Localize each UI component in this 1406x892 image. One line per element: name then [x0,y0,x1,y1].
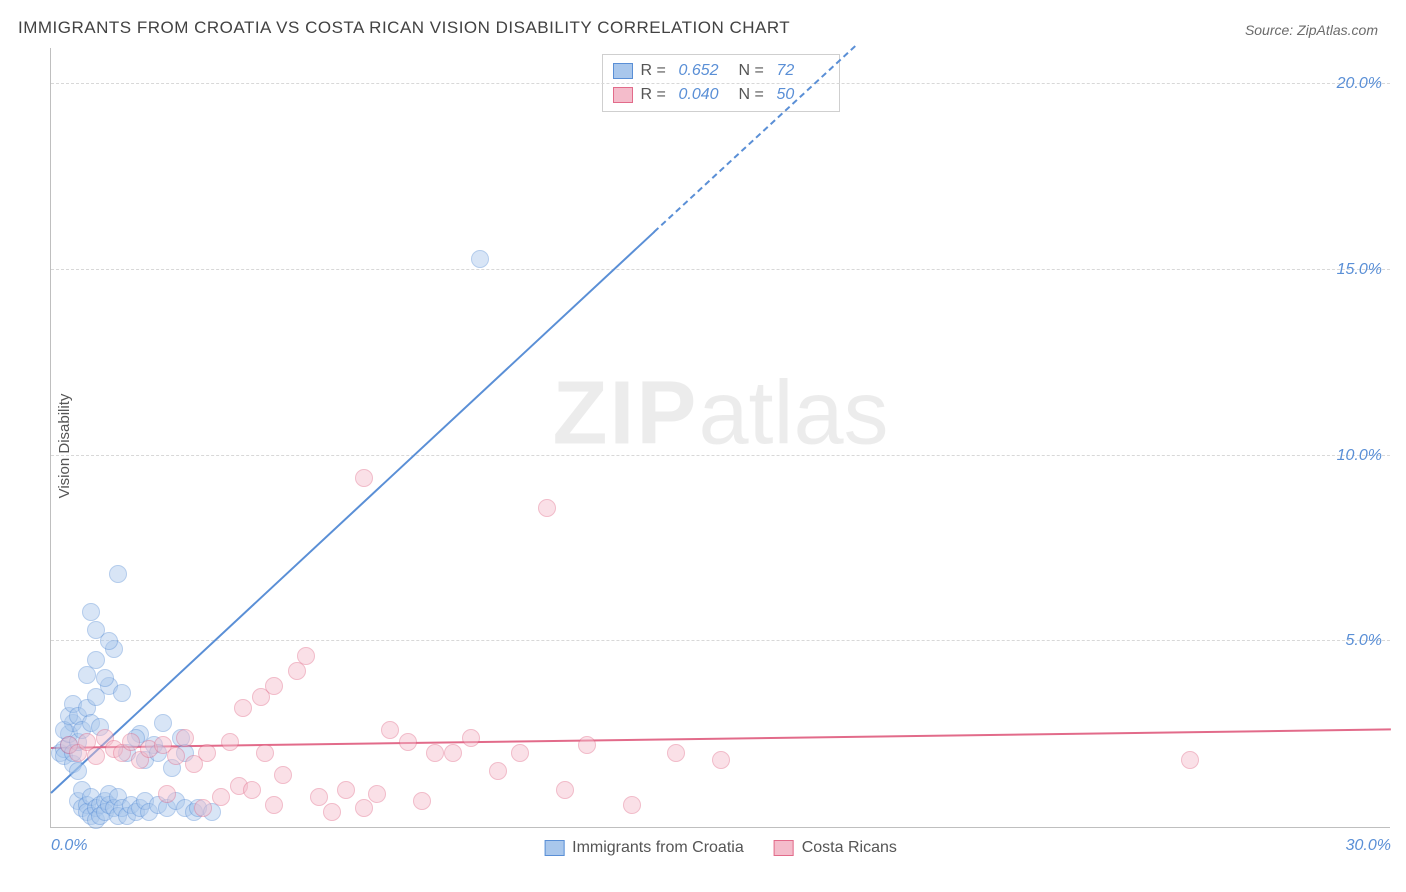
data-point [337,781,355,799]
data-point [399,733,417,751]
r-label: R = [641,59,671,83]
data-point [256,744,274,762]
regression-line [51,728,1391,749]
data-point [113,684,131,702]
data-point [87,651,105,669]
data-point [310,788,328,806]
data-point [265,796,283,814]
data-point [252,688,270,706]
data-point [1181,751,1199,769]
data-point [158,785,176,803]
data-point [69,762,87,780]
data-point [274,766,292,784]
y-tick-label: 5.0% [1338,632,1382,650]
data-point [221,733,239,751]
gridline [51,83,1390,84]
data-point [489,762,507,780]
data-point [243,781,261,799]
data-point [212,788,230,806]
data-point [368,785,386,803]
scatter-plot-area: ZIPatlas R = 0.652 N = 72 R = 0.040 N = … [50,48,1390,828]
x-tick-label: 0.0% [51,837,87,855]
data-point [109,565,127,583]
data-point [623,796,641,814]
legend-label-costarica: Costa Ricans [802,839,897,856]
legend-row-croatia: R = 0.652 N = 72 [613,59,829,83]
gridline [51,455,1390,456]
data-point [154,714,172,732]
swatch-croatia [613,63,633,79]
data-point [578,736,596,754]
watermark: ZIPatlas [552,363,888,466]
chart-title: IMMIGRANTS FROM CROATIA VS COSTA RICAN V… [18,18,790,38]
data-point [712,751,730,769]
data-point [444,744,462,762]
data-point [234,699,252,717]
data-point [194,799,212,817]
data-point [198,744,216,762]
legend-item-croatia: Immigrants from Croatia [544,839,744,857]
source-attribution: Source: ZipAtlas.com [1245,22,1378,38]
data-point [87,747,105,765]
r-value-croatia: 0.652 [679,59,731,83]
y-tick-label: 20.0% [1329,75,1382,93]
data-point [381,721,399,739]
watermark-bold: ZIP [552,364,698,464]
data-point [323,803,341,821]
data-point [355,469,373,487]
legend-item-costarica: Costa Ricans [774,839,897,857]
data-point [426,744,444,762]
data-point [167,747,185,765]
swatch-costarica [613,87,633,103]
r-value-costarica: 0.040 [679,83,731,107]
legend-row-costarica: R = 0.040 N = 50 [613,83,829,107]
gridline [51,640,1390,641]
data-point [176,729,194,747]
r-label: R = [641,83,671,107]
data-point [538,499,556,517]
n-value-croatia: 72 [777,59,829,83]
swatch-costarica [774,840,794,856]
regression-line [50,231,654,793]
data-point [122,733,140,751]
x-tick-label: 30.0% [1346,837,1391,855]
swatch-croatia [544,840,564,856]
data-point [297,647,315,665]
n-label: N = [739,83,769,107]
data-point [511,744,529,762]
series-legend: Immigrants from Croatia Costa Ricans [544,839,897,857]
data-point [556,781,574,799]
data-point [355,799,373,817]
data-point [413,792,431,810]
n-label: N = [739,59,769,83]
data-point [96,669,114,687]
legend-label-croatia: Immigrants from Croatia [572,839,744,856]
data-point [667,744,685,762]
y-tick-label: 15.0% [1329,261,1382,279]
gridline [51,269,1390,270]
watermark-light: atlas [698,364,888,464]
data-point [82,603,100,621]
data-point [462,729,480,747]
data-point [471,250,489,268]
data-point [100,632,118,650]
y-tick-label: 10.0% [1329,447,1382,465]
